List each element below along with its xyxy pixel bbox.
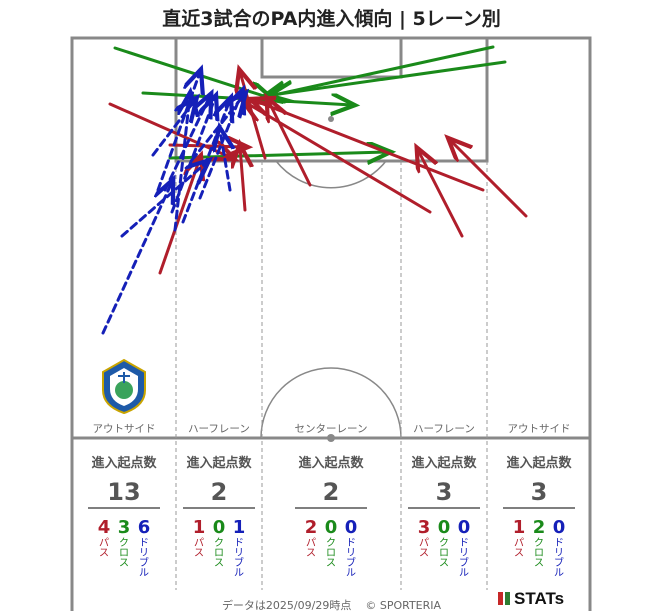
pass-count: 1 bbox=[513, 517, 526, 538]
dribble-label: ドリブル bbox=[234, 538, 244, 579]
cross-label: クロス bbox=[439, 537, 449, 569]
dribble-label: ドリブル bbox=[554, 538, 564, 579]
lane-label: ハーフレーン bbox=[188, 423, 250, 435]
lane-label: アウトサイド bbox=[508, 423, 571, 435]
lane-label: アウトサイド bbox=[93, 423, 156, 435]
pass-arrow bbox=[253, 100, 485, 192]
cross-label: クロス bbox=[119, 537, 129, 569]
chart-title: 直近3試合のPA内進入傾向 | 5レーン別 bbox=[162, 8, 501, 30]
dribble-arrow bbox=[190, 95, 244, 162]
pass-arrow bbox=[450, 140, 528, 218]
brand-name: STATs bbox=[514, 589, 565, 608]
cross-label: クロス bbox=[214, 537, 224, 569]
pass-arrow bbox=[240, 72, 267, 160]
lane-dividers bbox=[175, 161, 488, 590]
cross-label: クロス bbox=[326, 537, 336, 569]
dribble-label: ドリブル bbox=[346, 538, 356, 579]
dribble-count: 1 bbox=[233, 517, 246, 538]
cross-count: 3 bbox=[118, 517, 131, 538]
cross-arrow bbox=[272, 60, 507, 95]
lane-total: 2 bbox=[323, 478, 340, 506]
goal-area bbox=[260, 36, 403, 79]
dribble-label: ドリブル bbox=[459, 538, 469, 579]
cross-arrow bbox=[168, 152, 388, 158]
footer-credit: データは2025/09/29時点 © SPORTERIA bbox=[0, 597, 663, 613]
pass-count: 3 bbox=[418, 517, 431, 538]
cross-count: 0 bbox=[325, 517, 338, 538]
pass-arrow bbox=[418, 150, 464, 238]
dribble-label: ドリブル bbox=[139, 538, 149, 579]
lane-total: 2 bbox=[211, 478, 228, 506]
pass-label: パス bbox=[514, 537, 524, 559]
lane-label: ハーフレーン bbox=[413, 423, 475, 435]
lane-header: 進入起点数 bbox=[91, 455, 157, 471]
pass-label: パス bbox=[194, 537, 204, 559]
pass-arrow bbox=[245, 102, 432, 214]
cross-count: 0 bbox=[213, 517, 226, 538]
lane-label: センターレーン bbox=[295, 423, 368, 435]
data-date: データは2025/09/29時点 bbox=[221, 599, 352, 612]
club-crest-logo bbox=[102, 358, 146, 415]
dribble-arrow bbox=[101, 182, 172, 335]
lane-total: 13 bbox=[107, 478, 140, 506]
pass-label: パス bbox=[419, 537, 429, 559]
penalty-spot bbox=[328, 116, 334, 122]
copyright: © SPORTERIA bbox=[365, 599, 442, 612]
pass-label: パス bbox=[99, 537, 109, 559]
center-circle bbox=[260, 367, 402, 439]
dribble-arrow bbox=[120, 162, 207, 238]
penalty-arc bbox=[275, 160, 387, 189]
lane-header: 進入起点数 bbox=[506, 455, 572, 471]
brand-mark-green-icon bbox=[505, 592, 510, 605]
pass-count: 4 bbox=[98, 517, 111, 538]
stats-brand-logo: STATs bbox=[498, 589, 564, 609]
lane-header: 進入起点数 bbox=[186, 455, 252, 471]
dribble-count: 6 bbox=[138, 517, 151, 538]
cross-count: 2 bbox=[533, 517, 546, 538]
pass-label: パス bbox=[306, 537, 316, 559]
lane-total: 3 bbox=[531, 478, 548, 506]
lane-header: 進入起点数 bbox=[411, 455, 477, 471]
dribble-count: 0 bbox=[345, 517, 358, 538]
lane-total: 3 bbox=[436, 478, 453, 506]
dribble-arrow bbox=[220, 130, 230, 192]
dribble-arrow bbox=[173, 95, 190, 232]
lane-header: 進入起点数 bbox=[298, 455, 364, 471]
pass-count: 1 bbox=[193, 517, 206, 538]
pass-arrow bbox=[168, 145, 245, 147]
cross-count: 0 bbox=[438, 517, 451, 538]
pass-count: 2 bbox=[305, 517, 318, 538]
brand-mark-red-icon bbox=[498, 592, 503, 605]
cross-label: クロス bbox=[534, 537, 544, 569]
dribble-count: 0 bbox=[458, 517, 471, 538]
dribble-arrow bbox=[151, 100, 195, 157]
dribble-count: 0 bbox=[553, 517, 566, 538]
center-spot bbox=[327, 434, 335, 442]
cross-arrow bbox=[265, 45, 495, 97]
